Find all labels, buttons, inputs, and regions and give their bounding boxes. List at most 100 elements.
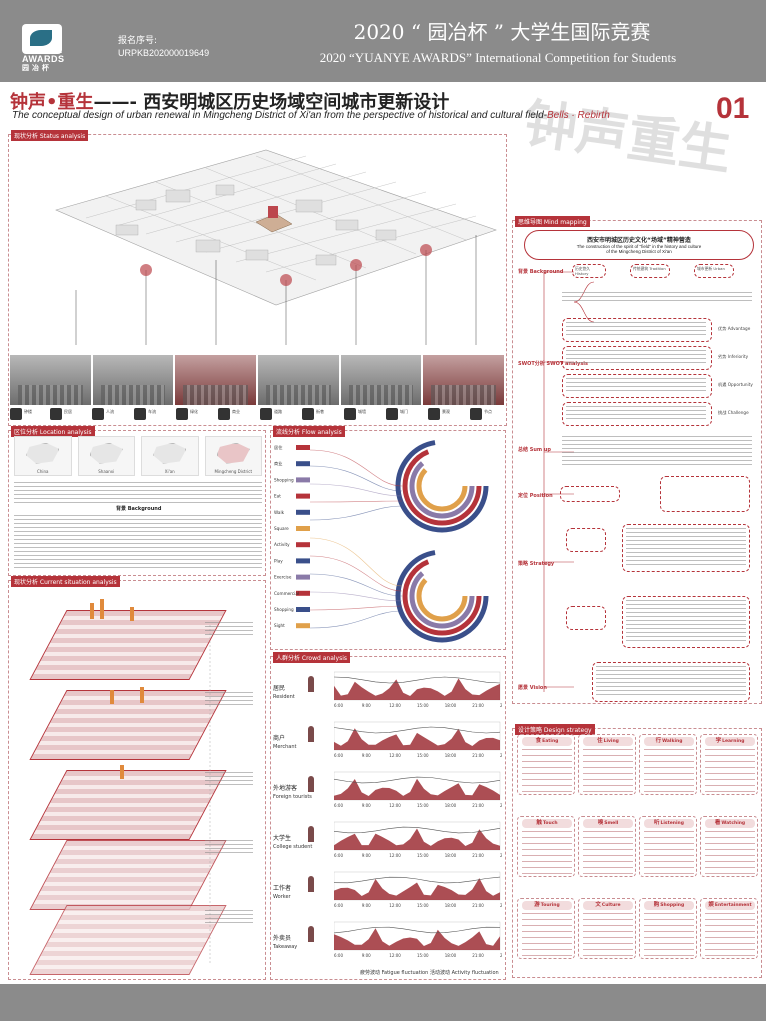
section-tag: 思维导图 Mind mapping: [515, 216, 590, 227]
crowd-legend-activity: 活动波动 Activity fluctuation: [430, 970, 499, 976]
flow-source-label: Walk: [274, 510, 285, 515]
fatigue-line: [334, 676, 501, 684]
strategy-heading: 听Listening: [644, 819, 694, 828]
strategy-cell: 文Culture: [578, 898, 636, 959]
location-map: Mingcheng District: [204, 436, 262, 476]
icon-label: 绿化: [190, 409, 198, 414]
axis-tick-label: 24:00: [500, 803, 502, 808]
axis-tick-label: 15:00: [417, 853, 429, 858]
axis-tick-label: 12:00: [389, 703, 401, 708]
activity-area: [334, 878, 500, 900]
site-photo: [423, 355, 505, 405]
icon-label: 钟楼: [24, 409, 32, 414]
gate-icon: [386, 408, 398, 420]
section-tag: 现状分析 Current situation analysis: [11, 576, 120, 587]
crowd-figure-icon: [308, 726, 314, 742]
crowd-activity-chart: 6:00 9:00 12:00 15:00 18:00 21:00 24:00: [334, 771, 502, 808]
strategy-cell: 行Walking: [639, 734, 697, 795]
icon-label: 商业: [232, 409, 240, 414]
axis-tick-label: 9:00: [362, 953, 371, 958]
crowd-activity-chart: 6:00 9:00 12:00 15:00 18:00 21:00 24:00: [334, 921, 502, 958]
strategy-heading: 游Touring: [522, 901, 572, 910]
flow-source-bar: [296, 542, 310, 548]
strategy-cell: 食Eating: [517, 734, 575, 795]
swot-advantage: 优势 Advantage: [718, 326, 751, 331]
strategy-text: [644, 749, 694, 793]
strategy-heading: 行Walking: [644, 737, 694, 746]
crowd-figure-icon: [308, 776, 314, 792]
axis-tick-label: 6:00: [334, 753, 343, 758]
strategy-text: [705, 913, 755, 957]
mindmap-node: 历史悠久 History: [572, 264, 606, 278]
logo-mark-icon: [22, 24, 62, 54]
mindmap-node: 传统建筑 Tradition: [630, 264, 670, 278]
axis-tick-label: 18:00: [445, 903, 457, 908]
strategy-cell: 游Touring: [517, 898, 575, 959]
axis-tick-label: 15:00: [417, 703, 429, 708]
page-number: 01: [716, 92, 750, 125]
strategy-text: [644, 831, 694, 875]
axis-tick-label: 21:00: [472, 953, 484, 958]
shop-icon: [218, 408, 230, 420]
site-photo: [340, 355, 422, 405]
layer-caption: [205, 622, 253, 636]
axis-tick-label: 21:00: [472, 853, 484, 858]
mindmap-background-label: 背景 Background: [518, 269, 564, 275]
site-photo-strip: [10, 355, 505, 405]
icon-label: 城墙: [358, 409, 366, 414]
strategy-detail: [622, 596, 750, 648]
section-tag: 区位分析 Location analysis: [11, 426, 95, 437]
street-icon: [302, 408, 314, 420]
flow-source-label: Square: [274, 526, 289, 531]
axis-tick-label: 6:00: [334, 703, 343, 708]
location-map: China: [14, 436, 72, 476]
axis-tick-label: 6:00: [334, 853, 343, 858]
layer-caption: [205, 910, 253, 924]
flow-source-bar: [296, 509, 310, 515]
strategy-cell: 购Shopping: [639, 898, 697, 959]
mindmap-swot-label: SWOT分析 SWOT analysis: [518, 361, 588, 367]
crowd-name-cn: 工作者: [273, 885, 292, 892]
crowd-activity-chart: 6:00 9:00 12:00 15:00 18:00 21:00 24:00: [334, 671, 502, 708]
background-heading: 背景 Background: [116, 506, 162, 512]
axis-tick-label: 12:00: [389, 903, 401, 908]
wall-icon: [344, 408, 356, 420]
location-map: Shaanxi: [77, 436, 135, 476]
icon-label: 民居: [64, 409, 72, 414]
strategy-cell: 嗅Smell: [578, 816, 636, 877]
flag-icon: [470, 408, 482, 420]
flow-source-label: 商业: [274, 460, 282, 467]
icon-label: 城门: [400, 409, 408, 414]
site-photo: [10, 355, 91, 405]
crowd-name-en: Worker: [273, 894, 291, 900]
axis-tick-label: 24:00: [500, 903, 502, 908]
strategy-cell: 住Living: [578, 734, 636, 795]
title-prefix: 钟声•重生: [10, 92, 94, 113]
axis-tick-label: 18:00: [445, 753, 457, 758]
strategy-text: [522, 913, 572, 957]
crowd-name-en: College student: [273, 844, 313, 850]
crowd-activity-chart: 6:00 9:00 12:00 15:00 18:00 21:00 24:00: [334, 721, 502, 758]
car-icon: [134, 408, 146, 420]
swot-node: [562, 346, 712, 370]
competition-title-cn: 2020 “ 园冶杯 ” 大学生国际竞赛: [353, 20, 651, 44]
layer-markers: [90, 599, 211, 965]
crowd-activity-chart: 6:00 9:00 12:00 15:00 18:00 21:00 24:00: [334, 871, 502, 908]
strategy-heading: 文Culture: [583, 901, 633, 910]
title-en-suffix: Bells · Rebirth: [546, 110, 610, 121]
axis-tick-label: 6:00: [334, 803, 343, 808]
site-icon-row: 钟楼 民居 人流 车流 绿化 商业 道路 街巷 城墙 城门 景观 节点: [10, 406, 504, 424]
section-tag: 流线分析 Flow analysis: [273, 426, 345, 437]
axis-tick-label: 21:00: [472, 903, 484, 908]
strategy-text: [583, 913, 633, 957]
header-bar: YUANYE AWARDS 园 冶 杯 报名序号: URPKB202000019…: [0, 0, 766, 82]
strategy-cell: 触Touch: [517, 816, 575, 877]
axis-tick-label: 24:00: [500, 703, 502, 708]
crowd-figure-icon: [308, 826, 314, 842]
position-node: [560, 486, 620, 502]
axis-tick-label: 9:00: [362, 903, 371, 908]
swot-opportunity: 机遇 Opportunity: [718, 382, 753, 387]
axis-tick-label: 15:00: [417, 803, 429, 808]
strategy-text: [583, 749, 633, 793]
position-node: [660, 476, 750, 512]
